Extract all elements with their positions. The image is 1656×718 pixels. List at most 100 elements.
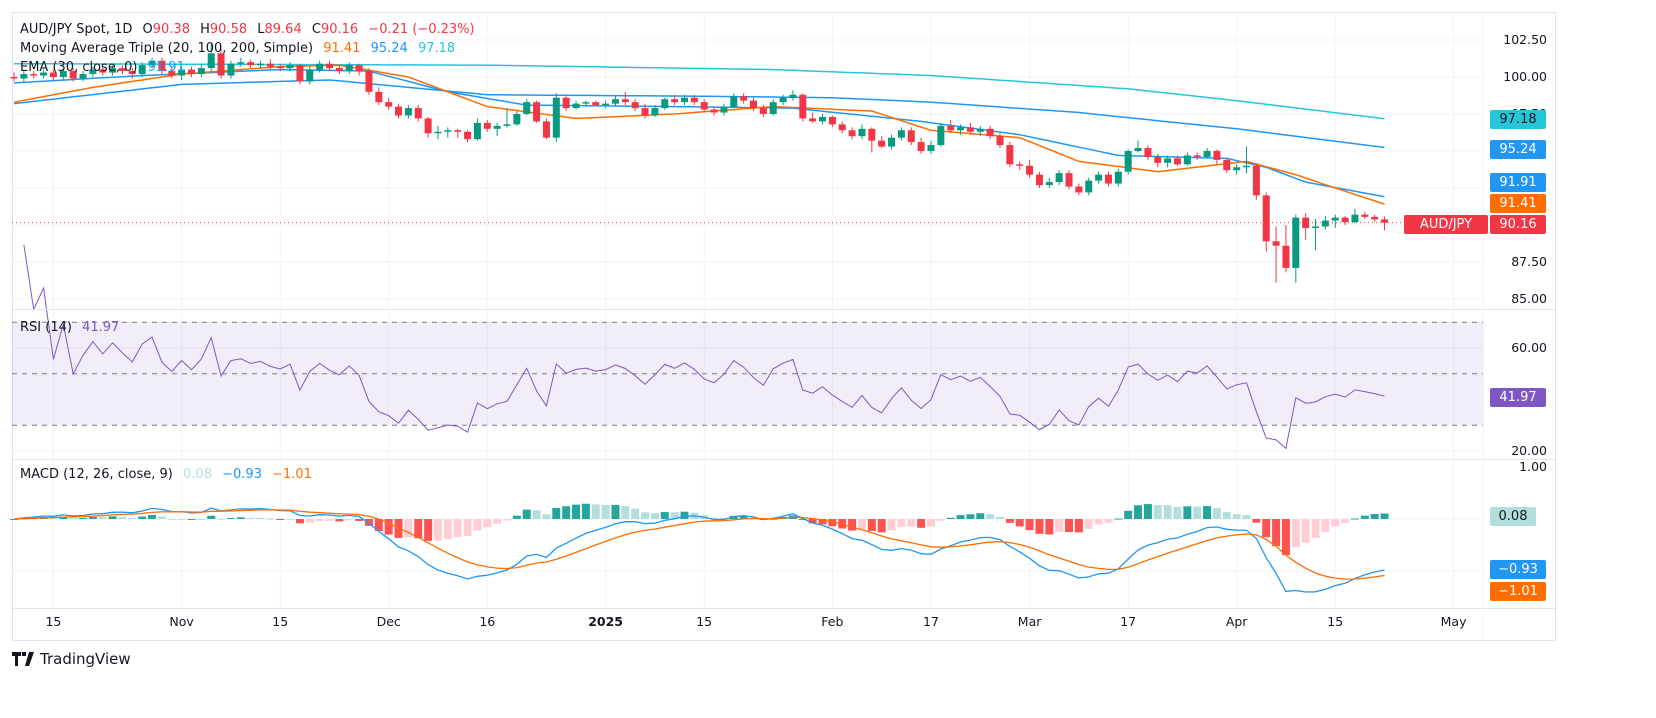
candle [1124, 149, 1132, 175]
candle-body [1193, 155, 1201, 157]
candle [1371, 214, 1379, 223]
macd-legend[interactable]: MACD (12, 26, close, 9) 0.08 −0.93 −1.01 [20, 467, 318, 482]
candle [661, 97, 669, 110]
candle-body [947, 125, 955, 131]
candle [1292, 214, 1300, 283]
ma200-value: 97.18 [417, 41, 456, 56]
candle [138, 62, 146, 77]
macd-histogram-bar [1045, 519, 1054, 535]
macd-histogram-bar [443, 519, 452, 540]
macd-histogram-bar [1114, 518, 1123, 520]
macd-histogram-bar [226, 517, 235, 519]
macd-histogram-bar [581, 503, 590, 519]
candle [1282, 225, 1290, 273]
candle-body [1016, 164, 1024, 166]
candle-body [700, 102, 708, 110]
tradingview-logo[interactable]: TradingView [12, 650, 131, 668]
time-tick-label: 17 [1120, 614, 1136, 629]
candle-body [227, 63, 235, 76]
candle-body [375, 91, 383, 103]
candle [680, 94, 688, 106]
candle-body [1154, 156, 1162, 163]
candle-body [523, 102, 531, 114]
macd-histogram-bar [69, 518, 78, 520]
macd-histogram-bar [956, 515, 965, 519]
macd-histogram-bar [532, 510, 541, 519]
ema30-line [13, 68, 1385, 198]
ema-legend[interactable]: EMA (30, close, 0) 91.91 [20, 60, 191, 75]
candle [621, 91, 629, 106]
candle [158, 57, 166, 75]
macd-histogram-bar [887, 519, 896, 531]
candle [1321, 216, 1329, 230]
rsi-tick-label: 60.00 [1511, 340, 1547, 355]
macd-histogram-bar [138, 516, 147, 519]
low-label: L [257, 22, 265, 37]
candle [592, 100, 600, 107]
candle [582, 100, 590, 107]
price-tick-label: 85.00 [1511, 291, 1547, 306]
time-tick-label: 15 [696, 614, 712, 629]
macd-histogram-bar [1341, 519, 1350, 524]
rsi-tick-label: 20.00 [1511, 443, 1547, 458]
macd-histogram-bar [601, 504, 610, 519]
sma20-line [13, 64, 1385, 205]
macd-histogram-bar [1065, 519, 1074, 532]
candle [602, 100, 610, 109]
candle-body [838, 124, 846, 131]
candle [789, 90, 797, 101]
macd-title: MACD (12, 26, close, 9) [20, 467, 173, 482]
macd-histogram-bar [217, 518, 226, 520]
ema-value: 91.91 [147, 60, 185, 75]
candle [1006, 142, 1014, 168]
candle-body [740, 96, 748, 101]
macd-histogram-bar [591, 504, 600, 519]
candle-body [493, 125, 501, 129]
macd-histogram-bar [946, 517, 955, 519]
macd-histogram-bar [1272, 519, 1281, 547]
candle [1114, 168, 1122, 187]
macd-histogram-bar [1321, 519, 1330, 533]
candle-body [917, 142, 925, 151]
candle-body [217, 53, 225, 76]
macd-histogram-bar [867, 519, 876, 531]
candle [79, 71, 87, 82]
candle-body [10, 77, 18, 79]
macd-histogram-bar [463, 519, 472, 536]
candle-body [276, 66, 284, 69]
macd-histogram-bar [10, 519, 18, 520]
candle [1331, 214, 1339, 228]
candle-body [1292, 217, 1300, 268]
candle-body [345, 65, 353, 72]
macd-histogram-bar [98, 517, 107, 519]
macd-histogram-bar [1311, 519, 1320, 538]
candle [552, 93, 560, 143]
candle [740, 93, 748, 104]
rsi-legend[interactable]: RSI (14) 41.97 [20, 320, 125, 335]
macd-tag: −0.93 [1490, 560, 1546, 579]
macd-histogram-bar [1143, 504, 1152, 519]
ma-legend[interactable]: Moving Average Triple (20, 100, 200, Sim… [20, 41, 461, 56]
candle-body [1065, 173, 1073, 187]
candle-body [89, 69, 97, 75]
candle [178, 66, 186, 80]
macd-histogram-bar [167, 518, 176, 520]
candle [907, 127, 915, 146]
candle-body [1035, 174, 1043, 186]
candle [937, 122, 945, 147]
candle [1016, 161, 1024, 171]
macd-histogram-bar [1232, 514, 1241, 519]
candle [1035, 171, 1043, 188]
candle-body [395, 106, 403, 116]
time-tick-label: 15 [272, 614, 288, 629]
candle [414, 105, 422, 122]
candle [128, 68, 136, 79]
macd-histogram-bar [1370, 514, 1379, 519]
candle-body [59, 71, 67, 77]
candle-body [1243, 165, 1250, 168]
candle [40, 69, 48, 79]
macd-histogram-bar [670, 512, 679, 519]
macd-histogram-bar [808, 519, 817, 524]
candle-body [631, 102, 639, 109]
